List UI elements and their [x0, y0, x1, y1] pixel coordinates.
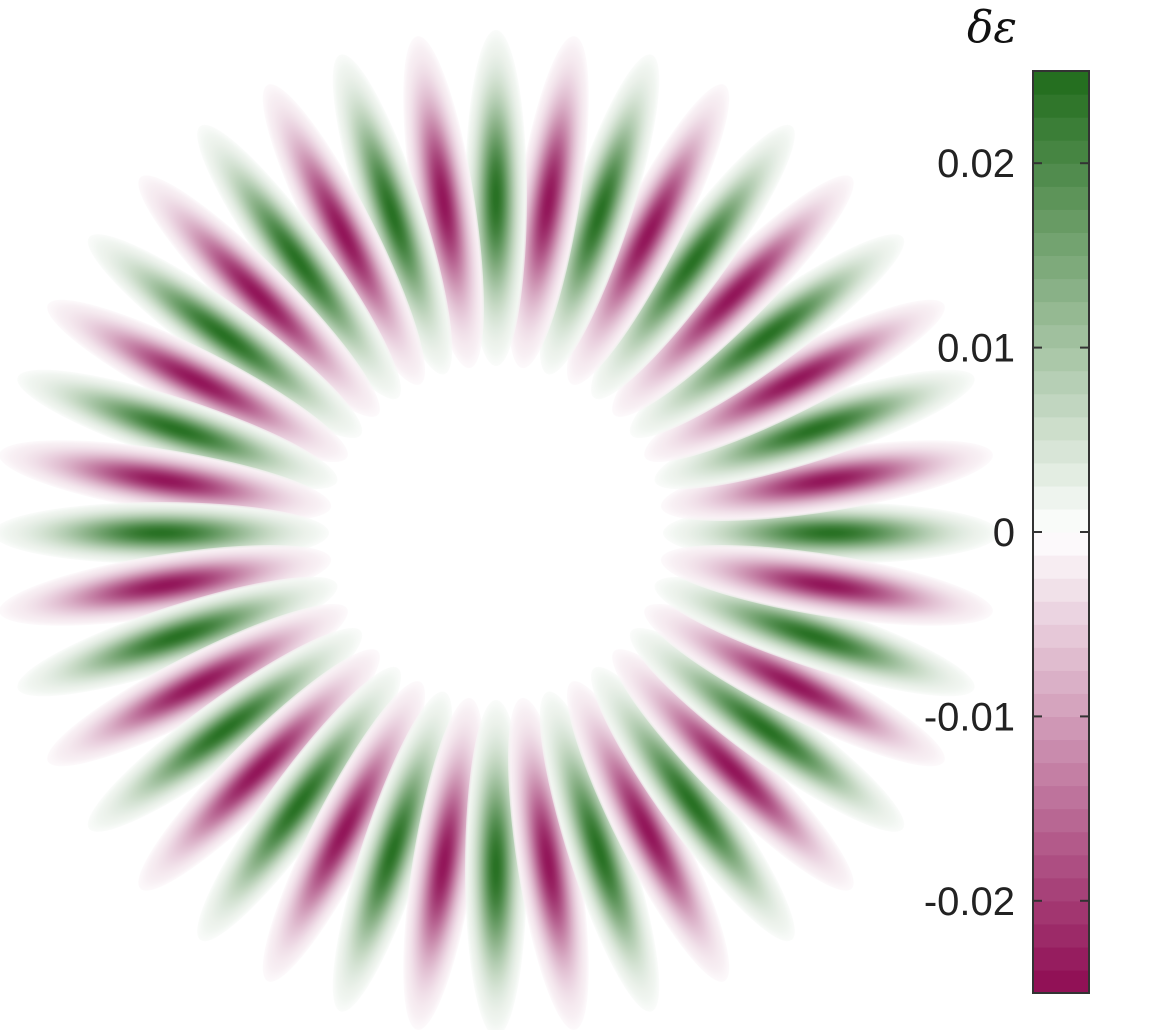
colorbar-band	[1033, 923, 1089, 948]
positive-lobe	[87, 628, 363, 832]
positive-lobe	[591, 666, 795, 942]
colorbar-band	[1033, 624, 1089, 648]
colorbar-band	[1033, 324, 1089, 349]
positive-lobe	[629, 628, 905, 832]
perturbation-ring	[0, 30, 999, 1030]
colorbar-band	[1033, 693, 1089, 717]
colorbar-band	[1033, 508, 1089, 533]
colorbar-band	[1033, 946, 1089, 971]
positive-lobe	[197, 124, 401, 400]
colorbar-band	[1033, 601, 1089, 625]
negative-lobe	[403, 697, 484, 1030]
negative-lobe	[47, 299, 348, 463]
colorbar-band	[1033, 301, 1089, 326]
colorbar-band	[1033, 877, 1089, 902]
negative-lobe	[262, 681, 426, 982]
colorbar-tick-label: -0.01	[924, 695, 1015, 739]
negative-lobe	[47, 603, 348, 767]
colorbar-band	[1033, 117, 1089, 141]
colorbar-bands	[1033, 71, 1089, 994]
negative-lobe	[612, 175, 854, 417]
positive-lobe	[17, 369, 338, 490]
colorbar-band	[1033, 647, 1089, 671]
colorbar-band	[1033, 186, 1089, 210]
colorbar-band	[1033, 416, 1089, 441]
colorbar-band	[1033, 71, 1089, 95]
colorbar-band	[1033, 393, 1089, 418]
negative-lobe	[644, 603, 945, 767]
colorbar-band	[1033, 716, 1089, 741]
colorbar-band	[1033, 232, 1089, 256]
negative-lobe	[644, 299, 945, 463]
colorbar-band	[1033, 278, 1089, 303]
positive-lobe	[197, 666, 401, 942]
colorbar-band	[1033, 578, 1089, 602]
colorbar-band	[1033, 739, 1089, 764]
negative-lobe	[612, 649, 854, 891]
colorbar-tick-label: -0.02	[924, 880, 1015, 924]
positive-lobe	[539, 54, 660, 375]
negative-lobe	[660, 545, 993, 626]
negative-lobe	[403, 36, 484, 369]
colorbar-band	[1033, 140, 1089, 164]
colorbar-band	[1033, 831, 1089, 856]
positive-lobe	[591, 124, 795, 400]
colorbar-band	[1033, 439, 1089, 464]
colorbar-band	[1033, 370, 1089, 395]
colorbar-ticks: 0.02 0.01 0 -0.01 -0.02	[924, 142, 1089, 924]
colorbar-band	[1033, 785, 1089, 810]
negative-lobe	[508, 36, 589, 369]
negative-lobe	[660, 440, 993, 521]
colorbar: 0.02 0.01 0 -0.01 -0.02 δε	[924, 2, 1090, 994]
positive-lobe	[87, 234, 363, 438]
negative-lobe	[0, 440, 332, 521]
colorbar-band	[1033, 555, 1089, 579]
colorbar-band	[1033, 808, 1089, 833]
colorbar-band	[1033, 762, 1089, 787]
colorbar-band	[1033, 485, 1089, 510]
colorbar-band	[1033, 209, 1089, 233]
colorbar-band	[1033, 854, 1089, 879]
colorbar-label: δε	[967, 2, 1017, 53]
colorbar-band	[1033, 347, 1089, 372]
colorbar-band	[1033, 532, 1089, 556]
negative-lobe	[262, 84, 426, 385]
positive-lobe	[332, 691, 453, 1012]
positive-lobe	[629, 234, 905, 438]
positive-lobe	[654, 576, 975, 697]
negative-lobe	[508, 697, 589, 1030]
negative-lobe	[0, 545, 332, 626]
negative-lobe	[566, 681, 730, 982]
positive-lobe	[17, 576, 338, 697]
positive-lobe	[332, 54, 453, 375]
colorbar-band	[1033, 462, 1089, 487]
colorbar-tick-label: 0.02	[937, 142, 1015, 186]
colorbar-band	[1033, 94, 1089, 118]
positive-lobe	[654, 369, 975, 490]
negative-lobe	[566, 84, 730, 385]
positive-lobe	[539, 691, 660, 1012]
colorbar-band	[1033, 255, 1089, 280]
colorbar-band	[1033, 969, 1089, 994]
colorbar-band	[1033, 900, 1089, 925]
colorbar-tick-label: 0	[993, 511, 1015, 555]
colorbar-band	[1033, 670, 1089, 694]
colorbar-tick-label: 0.01	[937, 327, 1015, 371]
colorbar-band	[1033, 163, 1089, 187]
negative-lobe	[138, 649, 380, 891]
negative-lobe	[138, 175, 380, 417]
